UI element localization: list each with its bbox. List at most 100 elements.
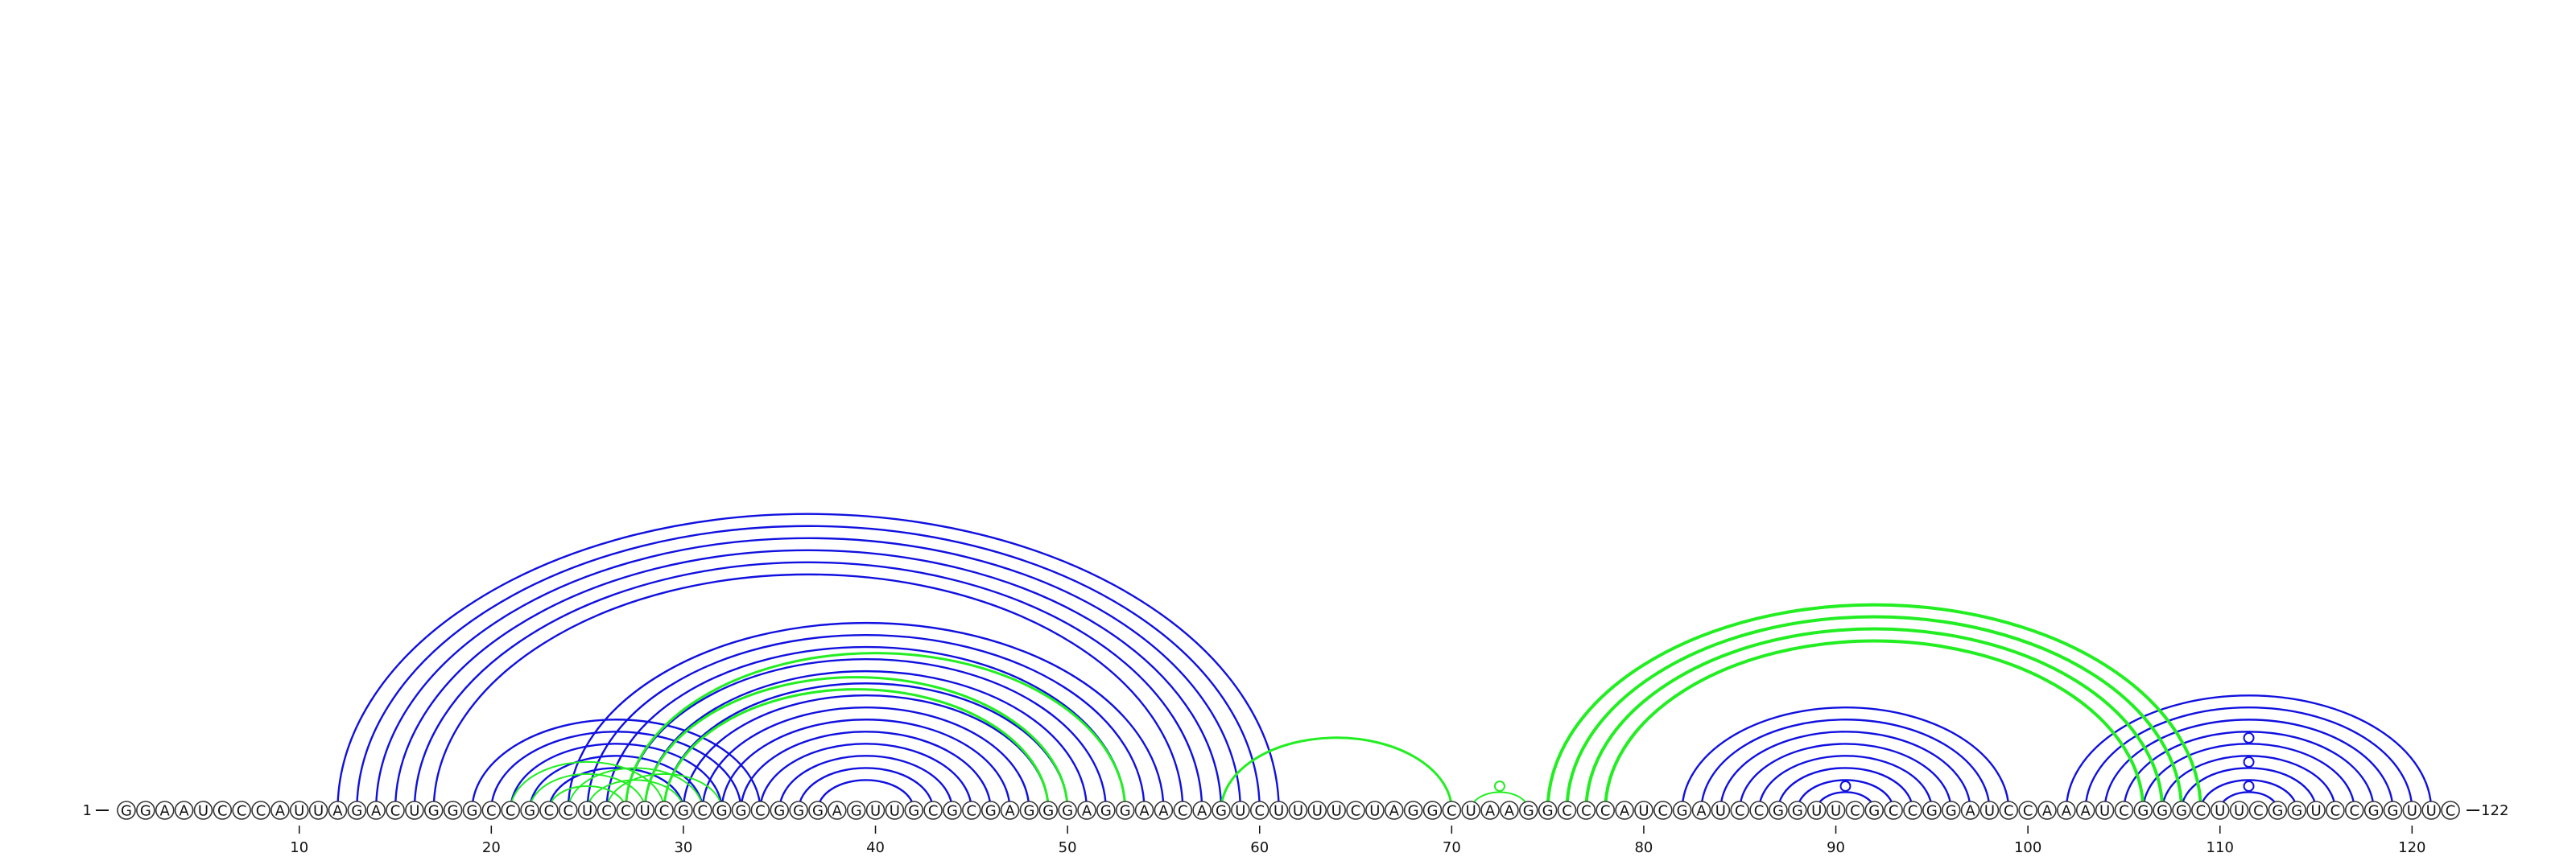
base-circle [193, 801, 213, 820]
base-circle [1365, 801, 1385, 820]
base: C [1442, 801, 1462, 820]
base-letter: A [160, 803, 171, 820]
green-pair-arc [510, 760, 666, 811]
base-letter: G [1120, 803, 1131, 820]
base-letter: G [947, 803, 958, 820]
base: G [943, 801, 962, 820]
base-letter: G [351, 803, 362, 820]
base-letter: C [506, 803, 516, 820]
base-circle [1826, 801, 1846, 820]
base-circle [481, 801, 502, 820]
base-circle [347, 801, 367, 820]
base-circle [2287, 801, 2306, 820]
base: C [1749, 801, 1769, 820]
base: G [1538, 801, 1558, 820]
base-letter: G [121, 803, 132, 820]
base-letter: C [2023, 803, 2033, 820]
base: G [731, 801, 751, 820]
base-circle [1480, 801, 1500, 820]
base-circle [2075, 801, 2095, 820]
base-circle [1461, 801, 1480, 820]
green-pair-arc [605, 772, 723, 811]
base: C [1999, 801, 2019, 820]
base: U [1365, 801, 1385, 820]
tick-label: 10 [290, 839, 308, 856]
base: G [1769, 801, 1788, 820]
base-letter: G [812, 803, 824, 820]
blue-pair-arc [797, 767, 935, 811]
base-circle [2057, 801, 2076, 820]
base-circle [2191, 801, 2211, 820]
base: C [2248, 801, 2268, 820]
base-circle [2383, 801, 2403, 820]
base-circle [2133, 801, 2153, 820]
base-letter: A [275, 803, 286, 820]
base-circle [1384, 801, 1404, 820]
base-letter: U [409, 803, 419, 820]
base-circle [750, 801, 770, 820]
base: A [828, 801, 847, 820]
base-circle [770, 801, 790, 820]
base-letter: C [2349, 803, 2359, 820]
base-circle [1576, 801, 1596, 820]
base-circle [1653, 801, 1673, 820]
base-letter: U [2426, 803, 2437, 820]
base: G [136, 801, 155, 820]
base-letter: A [832, 803, 843, 820]
base-letter: G [736, 803, 747, 820]
base: C [597, 801, 617, 820]
base: G [770, 801, 790, 820]
base-letter: C [1908, 803, 1918, 820]
base-circle [328, 801, 348, 820]
base-circle [962, 801, 981, 820]
base-letter: G [1042, 803, 1054, 820]
base-circle [1884, 801, 1903, 820]
base: G [2363, 801, 2384, 820]
base-circle [1979, 801, 2000, 820]
base-circle [1000, 801, 1020, 820]
base: A [155, 801, 175, 820]
base: C [654, 801, 674, 820]
base-letter: G [2272, 803, 2283, 820]
base: U [1711, 801, 1731, 820]
base-letter: G [1023, 803, 1034, 820]
base: U [2306, 801, 2326, 820]
hairpin-loop-marker [2243, 781, 2255, 792]
base-letter: U [582, 803, 592, 820]
base: A [1192, 801, 1212, 820]
base: G [117, 801, 136, 820]
blue-pair-arc [816, 779, 915, 811]
green-pair-arc [1546, 603, 2202, 811]
base: C [2018, 801, 2037, 820]
base: A [1691, 801, 1711, 820]
base-letter: G [1100, 803, 1112, 820]
base-circle [2037, 801, 2057, 820]
base: U [2421, 801, 2441, 820]
base-circle [232, 801, 251, 820]
base-pair-arcs [336, 513, 2433, 811]
base-circle [308, 801, 328, 820]
base-letter: A [1082, 803, 1092, 820]
base: U [2402, 801, 2422, 820]
base: C [2344, 801, 2364, 820]
base-letter: A [1389, 803, 1400, 820]
base-letter: A [2062, 803, 2072, 820]
base: C [1249, 801, 1269, 820]
base-circle [462, 801, 482, 820]
base: G [1403, 801, 1423, 820]
green-pair-arc [529, 772, 646, 811]
hairpin-loop-marker [2243, 756, 2255, 768]
base: G [1864, 801, 1885, 820]
base-letter: U [1369, 803, 1380, 820]
base-letter: C [621, 803, 631, 820]
base-circle [2095, 801, 2115, 820]
base-letter: C [1850, 803, 1860, 820]
green-pair-arc [663, 688, 1050, 811]
base-circle [865, 801, 886, 820]
base: C [251, 801, 270, 820]
base: G [1096, 801, 1116, 820]
hairpin-loop-marker [1493, 781, 1505, 792]
base: A [270, 801, 290, 820]
base-circle [1019, 801, 1039, 820]
